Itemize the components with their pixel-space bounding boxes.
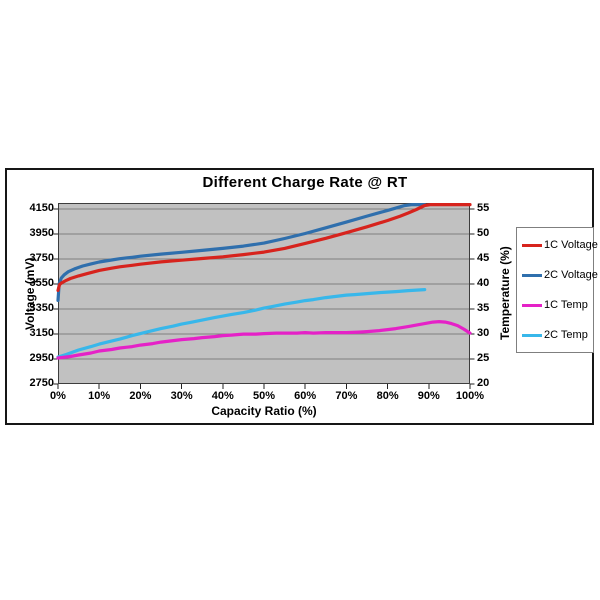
legend-label: 2C Temp — [544, 329, 588, 341]
legend-line-icon — [522, 243, 542, 247]
y-right-tick-label: 30 — [477, 327, 490, 340]
legend-label: 1C Temp — [544, 299, 588, 311]
x-tick-label: 10% — [88, 390, 111, 402]
y-left-tick-label: 2950 — [29, 352, 54, 365]
x-tick-label: 20% — [129, 390, 152, 402]
series-line-1c-voltage — [56, 203, 472, 293]
legend-label: 1C Voltage — [544, 239, 598, 251]
legend-line-icon — [522, 303, 542, 307]
series-line-2c-voltage — [56, 203, 427, 303]
x-tick-label: 80% — [376, 390, 399, 402]
x-tick-label: 30% — [170, 390, 193, 402]
plot-border — [58, 203, 470, 384]
y-left-tick-label: 3750 — [29, 252, 54, 265]
y-right-tick-label: 50 — [477, 227, 490, 240]
y-right-tick-label: 35 — [477, 302, 490, 315]
legend-label: 2C Voltage — [544, 269, 598, 281]
y-right-tick-label: 45 — [477, 252, 490, 265]
y-right-tick-label: 40 — [477, 277, 490, 290]
legend: 1C Voltage 2C Voltage 1C Temp 2C Temp — [516, 227, 598, 353]
series-line-2c-temp — [56, 287, 427, 359]
y-left-tick-label: 3550 — [29, 277, 54, 290]
x-tick-label: 40% — [211, 390, 234, 402]
series-line-1c-temp — [56, 319, 472, 360]
y-left-tick-label: 3350 — [29, 302, 54, 315]
legend-line-icon — [522, 273, 542, 277]
x-tick-label: 90% — [417, 390, 440, 402]
legend-item: 1C Temp — [522, 291, 593, 319]
x-axis-title: Capacity Ratio (%) — [211, 404, 317, 418]
x-tick-label: 70% — [335, 390, 358, 402]
legend-item: 1C Voltage — [522, 231, 598, 259]
y-right-tick-label: 20 — [477, 377, 490, 389]
legend-line-icon — [522, 333, 542, 337]
plot-area — [53, 203, 475, 389]
legend-item: 2C Voltage — [522, 261, 598, 289]
x-tick-label: 0% — [50, 390, 66, 402]
chart-title: Different Charge Rate @ RT — [202, 174, 408, 191]
y-left-tick-label: 4150 — [29, 202, 54, 215]
y-right-tick-label: 25 — [477, 352, 490, 365]
y-left-tick-label: 3950 — [29, 227, 54, 240]
x-tick-label: 100% — [455, 390, 485, 402]
legend-item: 2C Temp — [522, 321, 593, 349]
x-tick-label: 60% — [294, 390, 317, 402]
x-tick-label: 50% — [252, 390, 276, 402]
y-right-tick-label: 55 — [477, 202, 490, 215]
y-left-tick-label: 2750 — [29, 377, 54, 389]
y-left-tick-label: 3150 — [29, 327, 54, 340]
plot-area-background — [58, 203, 470, 384]
